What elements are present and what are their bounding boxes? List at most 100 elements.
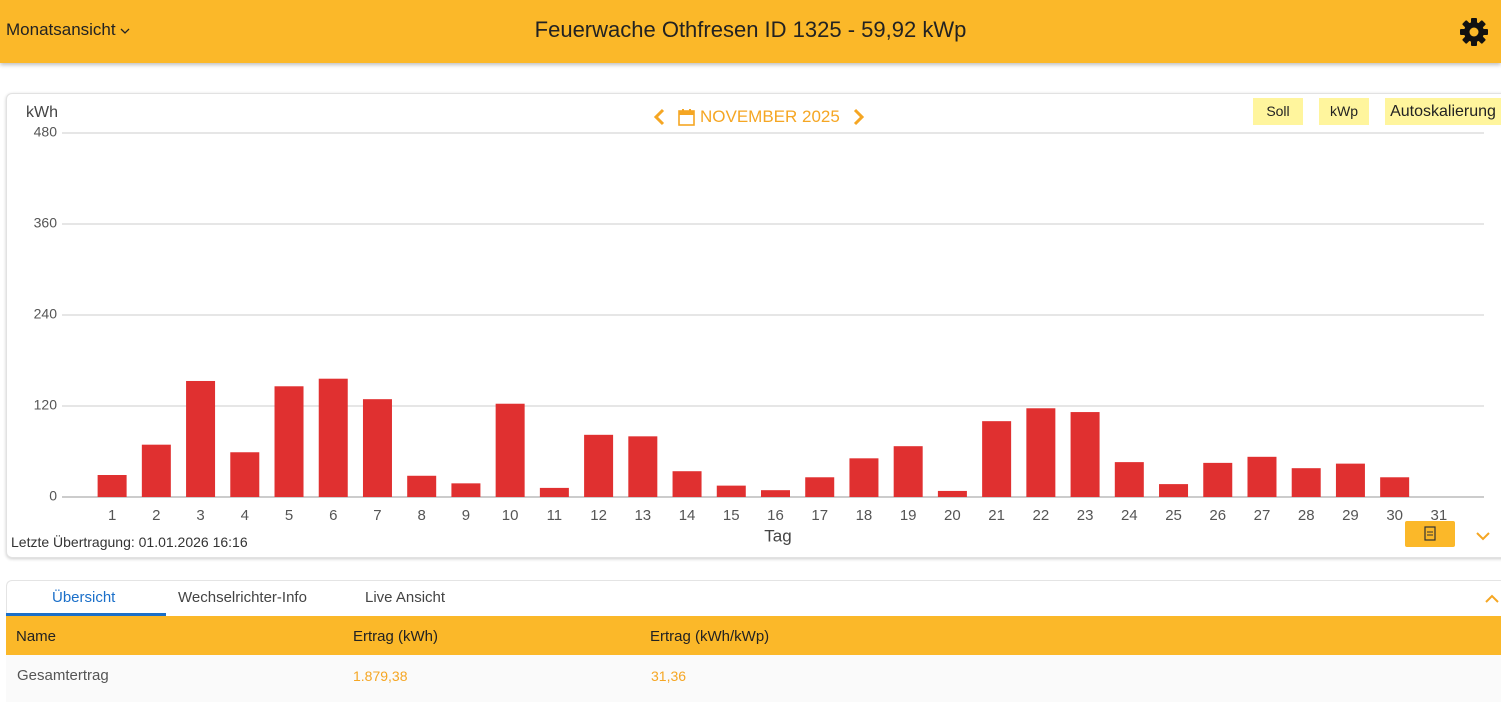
y-tick-label: 480 bbox=[34, 124, 58, 140]
tab-live[interactable]: Live Ansicht bbox=[365, 589, 446, 606]
x-tick-label: 20 bbox=[944, 507, 961, 524]
bar bbox=[805, 477, 835, 497]
bar bbox=[141, 444, 171, 497]
y-tick-label: 0 bbox=[49, 488, 57, 504]
x-tick-label: 6 bbox=[329, 507, 337, 524]
page-title: Feuerwache Othfresen ID 1325 - 59,92 kWp bbox=[534, 17, 967, 42]
bar bbox=[1380, 477, 1410, 497]
tab-overview[interactable]: Übersicht bbox=[52, 589, 116, 606]
x-tick-label: 5 bbox=[285, 507, 293, 524]
x-tick-label: 14 bbox=[679, 507, 696, 524]
x-tick-label: 15 bbox=[723, 507, 740, 524]
x-tick-label: 21 bbox=[988, 507, 1005, 524]
bar bbox=[274, 386, 304, 497]
bar bbox=[1159, 484, 1189, 497]
tab-inverter[interactable]: Wechselrichter-Info bbox=[178, 589, 307, 606]
view-menu-label[interactable]: Monatsansicht bbox=[6, 20, 116, 39]
y-tick-label: 120 bbox=[34, 397, 58, 413]
bar bbox=[761, 490, 790, 497]
calendar-icon bbox=[678, 109, 695, 126]
y-tick-label: 240 bbox=[34, 306, 58, 322]
top-bar bbox=[0, 0, 1501, 63]
bar bbox=[539, 487, 569, 497]
bar bbox=[451, 483, 481, 497]
column-header: Name bbox=[16, 628, 57, 645]
bar bbox=[186, 380, 216, 497]
x-tick-label: 12 bbox=[590, 507, 607, 524]
soll-button[interactable]: Soll bbox=[1253, 98, 1303, 125]
bar bbox=[584, 434, 614, 497]
bar bbox=[1335, 463, 1365, 497]
collapse-table[interactable] bbox=[1485, 594, 1499, 604]
autoscale-button[interactable]: Autoskalierung bbox=[1385, 98, 1501, 125]
chevron-down bbox=[120, 28, 130, 34]
x-tick-label: 8 bbox=[418, 507, 426, 524]
x-tick-label: 17 bbox=[811, 507, 828, 524]
bar bbox=[982, 421, 1012, 497]
bar bbox=[1114, 462, 1144, 497]
bar bbox=[716, 485, 746, 497]
bar bbox=[628, 436, 658, 497]
x-tick-label: 3 bbox=[196, 507, 204, 524]
x-tick-label: 31 bbox=[1431, 507, 1448, 524]
x-tick-label: 18 bbox=[856, 507, 873, 524]
next-month[interactable] bbox=[852, 108, 866, 126]
cell-name: Gesamtertrag bbox=[17, 667, 109, 684]
bar bbox=[97, 475, 127, 497]
x-tick-label: 10 bbox=[502, 507, 519, 524]
settings-icon[interactable] bbox=[1458, 16, 1490, 48]
x-tick-label: 25 bbox=[1165, 507, 1182, 524]
x-tick-label: 29 bbox=[1342, 507, 1359, 524]
x-tick-label: 11 bbox=[547, 507, 563, 524]
x-tick-label: 30 bbox=[1386, 507, 1403, 524]
x-tick-label: 26 bbox=[1209, 507, 1226, 524]
x-tick-label: 23 bbox=[1077, 507, 1094, 524]
x-tick-label: 7 bbox=[373, 507, 381, 524]
x-tick-label: 13 bbox=[634, 507, 651, 524]
collapse-chart[interactable] bbox=[1476, 531, 1490, 541]
pdf-icon bbox=[1424, 526, 1436, 541]
bar bbox=[318, 378, 348, 497]
x-tick-label: 4 bbox=[241, 507, 249, 524]
bar bbox=[495, 403, 525, 497]
x-tick-label: 1 bbox=[108, 507, 116, 524]
x-tick-label: 24 bbox=[1121, 507, 1138, 524]
y-axis-label: kWh bbox=[26, 104, 58, 121]
prev-month[interactable] bbox=[652, 108, 666, 126]
table-row bbox=[6, 655, 1501, 702]
bar bbox=[1291, 468, 1321, 497]
column-header: Ertrag (kWh) bbox=[353, 628, 439, 645]
bar bbox=[937, 490, 967, 497]
month-label: NOVEMBER 2025 bbox=[700, 107, 840, 126]
bar bbox=[672, 471, 702, 497]
cell-specific-yield: 31,36 bbox=[651, 668, 687, 684]
tab-bar bbox=[6, 580, 1501, 617]
x-tick-label: 28 bbox=[1298, 507, 1315, 524]
bar bbox=[1247, 456, 1277, 497]
x-axis-label: Tag bbox=[764, 526, 791, 545]
last-transfer: Letzte Übertragung: 01.01.2026 16:16 bbox=[11, 534, 248, 550]
bar bbox=[1203, 462, 1233, 497]
x-tick-label: 19 bbox=[900, 507, 917, 524]
bar bbox=[1070, 412, 1100, 497]
x-tick-label: 9 bbox=[462, 507, 470, 524]
x-tick-label: 16 bbox=[767, 507, 784, 524]
column-header: Ertrag (kWh/kWp) bbox=[650, 628, 770, 645]
view-menu[interactable]: Monatsansicht bbox=[6, 20, 130, 40]
bar bbox=[362, 399, 392, 497]
pdf-button[interactable] bbox=[1405, 521, 1455, 547]
bar bbox=[1026, 408, 1056, 497]
bar bbox=[849, 458, 879, 497]
x-tick-label: 27 bbox=[1254, 507, 1271, 524]
x-tick-label: 22 bbox=[1033, 507, 1050, 524]
tab-indicator bbox=[6, 613, 166, 616]
bar bbox=[230, 452, 260, 497]
kwp-button[interactable]: kWp bbox=[1319, 98, 1369, 125]
table-header bbox=[6, 616, 1501, 655]
bar bbox=[893, 446, 923, 497]
y-tick-label: 360 bbox=[34, 215, 58, 231]
x-tick-label: 2 bbox=[152, 507, 160, 524]
cell-yield: 1.879,38 bbox=[353, 668, 408, 684]
